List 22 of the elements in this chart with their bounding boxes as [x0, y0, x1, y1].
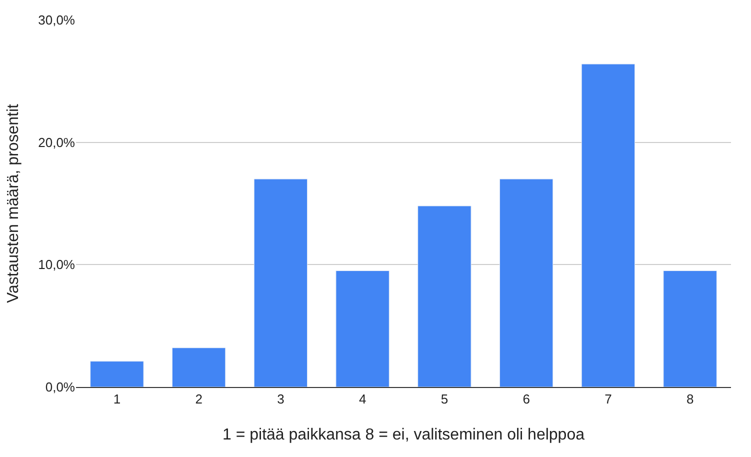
y-tick-label: 30,0%	[38, 12, 76, 28]
y-tick-label: 20,0%	[38, 134, 76, 150]
bar	[336, 270, 390, 387]
y-tick-label: 0,0%	[45, 380, 76, 395]
x-axis-title: 1 = pitää paikkansa 8 = ei, valitseminen oli helppoa	[222, 426, 585, 444]
y-tick-label: 10,0%	[38, 257, 76, 272]
bar	[172, 348, 226, 387]
bar	[254, 178, 308, 387]
y-axis-title: Vastausten määrä, prosentit	[5, 103, 22, 303]
bar	[581, 64, 636, 387]
x-tick-label: 4	[358, 392, 366, 407]
x-tick-label: 8	[686, 392, 694, 407]
x-tick-label: 7	[604, 392, 612, 407]
x-tick-label: 2	[195, 392, 202, 407]
bar	[499, 178, 554, 387]
x-tick-label: 3	[277, 392, 284, 407]
bar	[418, 206, 472, 387]
bar	[663, 270, 717, 387]
x-tick-label: 5	[440, 392, 448, 407]
x-tick-label: 6	[522, 392, 530, 407]
x-tick-label: 1	[113, 392, 121, 407]
bar	[90, 361, 144, 387]
